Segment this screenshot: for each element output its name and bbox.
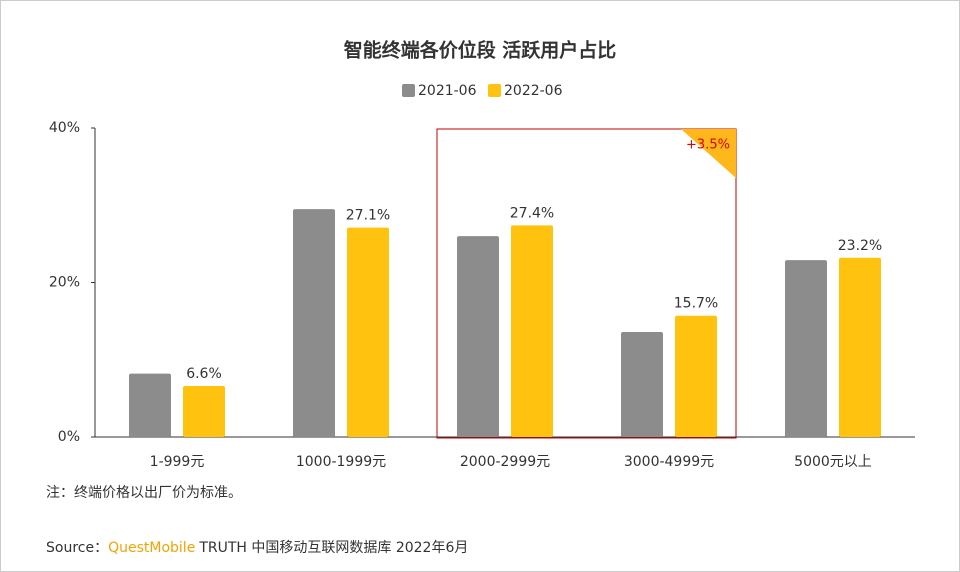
highlight-box	[436, 128, 737, 439]
y-tick-label: 0%	[58, 429, 80, 445]
annotation: +3.5%	[686, 138, 730, 153]
bar	[457, 236, 499, 437]
source-text: TRUTH 中国移动互联网数据库 2022年6月	[198, 540, 468, 556]
bar	[675, 315, 717, 437]
bar	[621, 331, 663, 437]
source-label: Source：	[46, 540, 108, 556]
bar	[129, 373, 171, 437]
source-brand: QuestMobile	[108, 540, 195, 556]
bar	[511, 225, 553, 437]
bar	[347, 227, 389, 437]
x-tick-label: 3000-4999元	[624, 454, 714, 470]
highlight-corner	[681, 129, 736, 178]
legend-label: 2021-06	[418, 83, 477, 99]
data-label: 6.6%	[186, 366, 222, 382]
legend-label: 2022-06	[504, 83, 563, 99]
x-tick-label: 2000-2999元	[460, 454, 550, 470]
data-label: 23.2%	[838, 238, 882, 254]
data-label: 27.1%	[346, 208, 390, 224]
bar	[839, 257, 881, 437]
x-tick-label: 5000元以上	[794, 454, 872, 470]
data-label: 27.4%	[510, 205, 554, 221]
y-tick-label: 40%	[49, 120, 80, 136]
chart-title: 智能终端各价位段 活跃用户占比	[344, 39, 617, 62]
legend-swatch	[402, 84, 415, 97]
bar	[183, 386, 225, 437]
data-label: 15.7%	[674, 296, 718, 312]
note: 注：终端价格以出厂价为标准。	[46, 485, 242, 501]
x-tick-label: 1000-1999元	[296, 454, 386, 470]
bar	[293, 209, 335, 437]
source: Source：QuestMobile TRUTH 中国移动互联网数据库 2022年…	[46, 540, 468, 556]
legend-swatch	[488, 84, 501, 97]
x-tick-label: 1-999元	[150, 454, 205, 470]
bar	[785, 260, 827, 437]
y-tick-label: 20%	[49, 275, 80, 291]
